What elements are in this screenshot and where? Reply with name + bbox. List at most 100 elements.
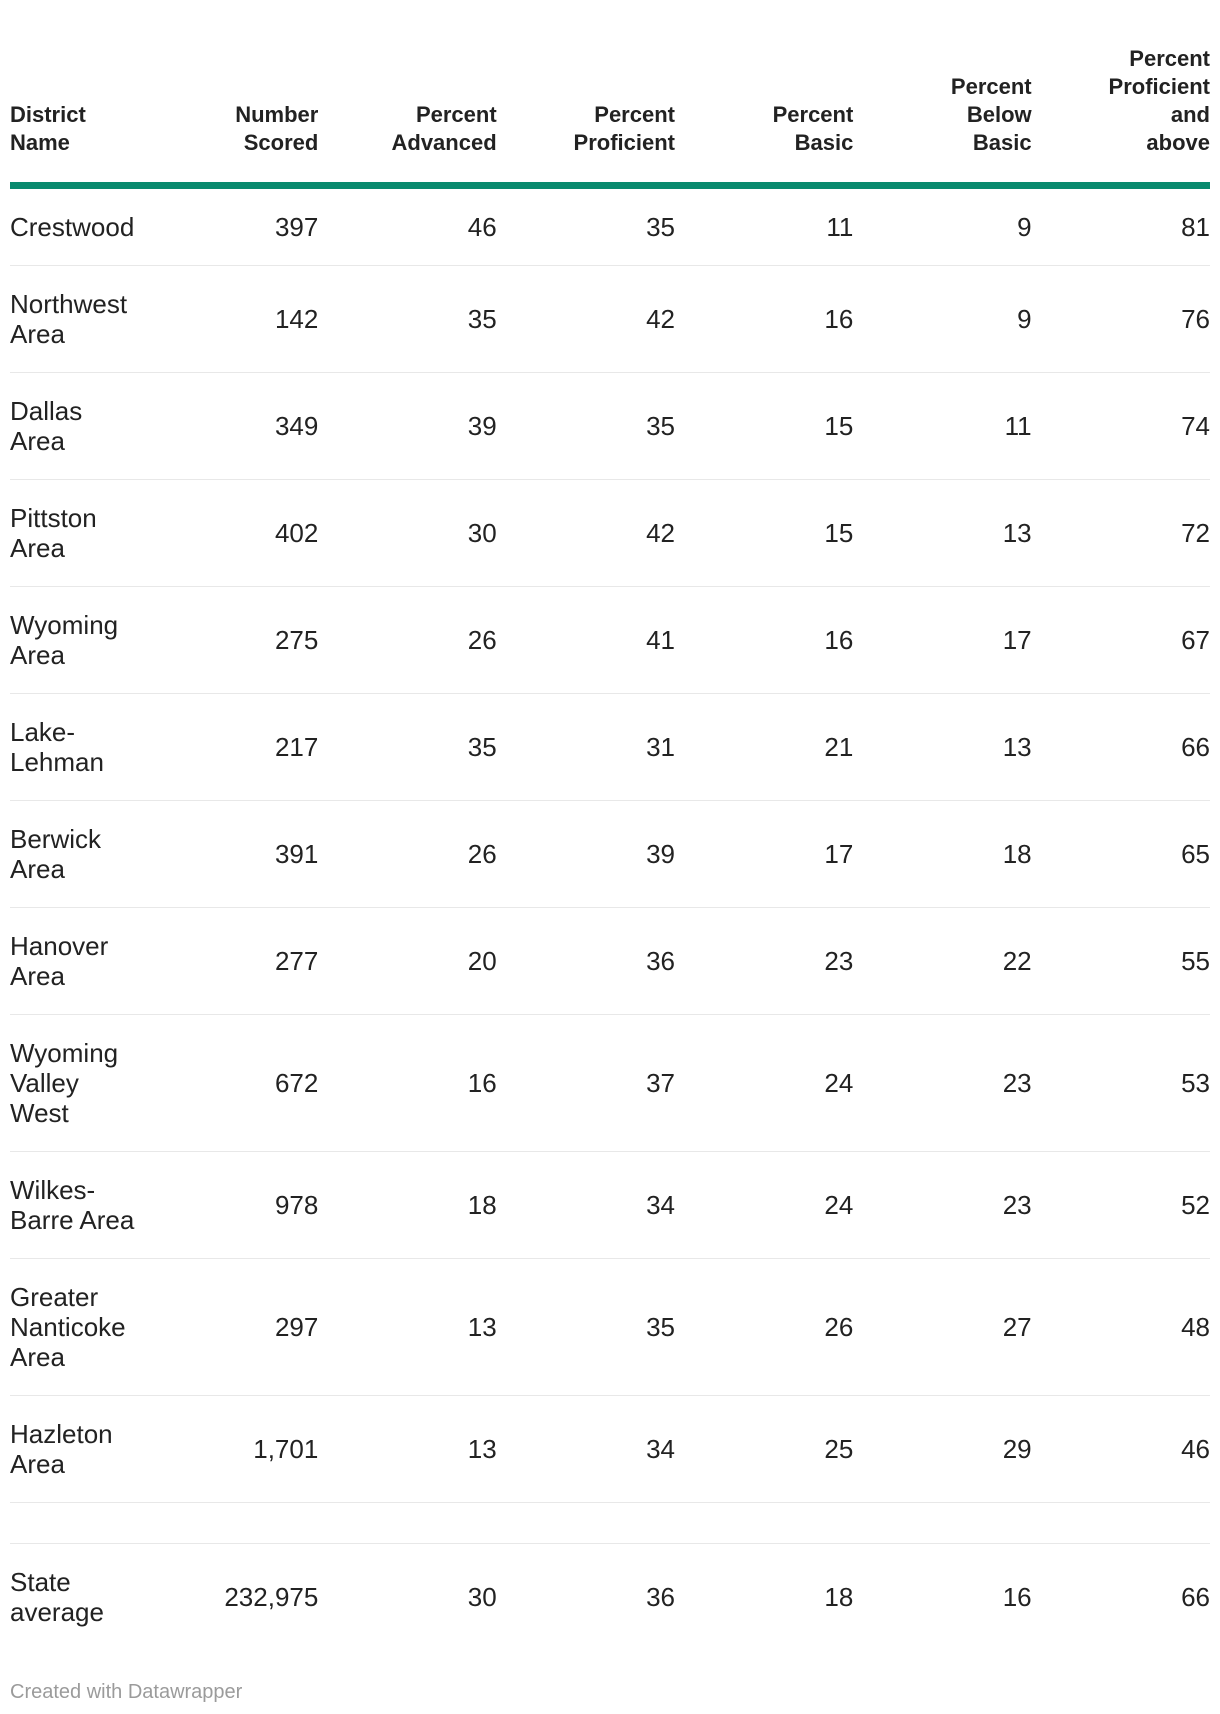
value-cell: 34 [496,1151,675,1259]
value-cell: 42 [496,479,675,587]
value-cell: 46 [1031,1395,1210,1503]
value-cell: 81 [1031,185,1210,266]
value-cell: 397 [140,185,319,266]
header-line: Advanced [391,130,497,155]
value-cell: 26 [318,800,497,908]
header-line: Percent [594,102,675,127]
value-cell: 15 [674,372,854,480]
value-cell: 55 [1031,907,1210,1015]
value-cell [1031,1502,1210,1544]
district-name-cell: Wilkes-Barre Area [10,1151,140,1259]
header-line: Percent [772,102,854,127]
value-cell: 1,701 [140,1395,319,1503]
column-header-percent-proficient-above: Percent Proficient and above [1031,45,1210,189]
table-header: District Name Number Scored Percent Advanced P… [10,45,1210,189]
value-cell: 48 [1031,1258,1210,1396]
value-cell: 672 [140,1014,319,1152]
value-cell: 11 [853,372,1032,480]
datawrapper-table-embed: District Name Number Scored Percent Advanced P… [10,45,1210,1706]
district-name-cell: Dallas Area [10,372,140,480]
table-row-wilkes-barre-area: Wilkes-Barre Area 978 18 34 24 23 52 [10,1151,1210,1259]
table-row-dallas-area: Dallas Area 349 39 35 15 11 74 [10,372,1210,480]
column-header-percent-basic: Percent Basic [674,45,854,189]
column-header-percent-proficient: Percent Proficient [496,45,675,189]
district-name-cell: Hazleton Area [10,1395,140,1503]
value-cell: 52 [1031,1151,1210,1259]
value-cell: 25 [674,1395,854,1503]
value-cell: 74 [1031,372,1210,480]
value-cell [318,1502,497,1544]
value-cell: 66 [1031,693,1210,801]
header-line: Proficient [1108,74,1210,99]
attribution-footer: Created with Datawrapper [10,1678,1210,1706]
header-line: and [1170,102,1210,127]
table-row-crestwood: Crestwood 397 46 35 11 9 81 [10,185,1210,266]
value-cell: 36 [496,907,675,1015]
value-cell: 35 [496,1258,675,1396]
value-cell: 9 [853,265,1032,373]
value-cell: 24 [674,1151,854,1259]
value-cell: 18 [824,1582,854,1612]
value-cell: 18 [318,1151,497,1259]
value-cell: 29 [853,1395,1032,1503]
value-cell: 21 [674,693,854,801]
table-row-greater-nanticoke-area: Greater Nanticoke Area 297 13 35 26 27 48 [10,1258,1210,1396]
spacer-row [10,1502,1210,1544]
table-row-pittston-area: Pittston Area 402 30 42 15 13 72 [10,479,1210,587]
value-cell: 31 [496,693,675,801]
value-cell: 11 [674,185,854,266]
value-cell: 24 [674,1014,854,1152]
column-header-percent-below-basic: Percent Below Basic [853,45,1032,189]
district-scores-table: District Name Number Scored Percent Advanced P… [10,45,1210,1650]
value-cell: 217 [140,693,319,801]
value-cell: 26 [318,586,497,694]
table-row-northwest-area: Northwest Area 142 35 42 16 9 76 [10,265,1210,373]
value-cell: 65 [1031,800,1210,908]
district-name-cell: Wyoming Valley West [10,1014,140,1152]
value-cell: 22 [853,907,1032,1015]
header-row: District Name Number Scored Percent Advanced P… [10,45,1210,189]
value-cell: 16 [1002,1582,1032,1612]
header-line: Proficient [573,130,675,155]
value-cell: 35 [318,693,497,801]
table-row-state-average: State average 232,975 30 36 18 16 66 [10,1544,1210,1651]
value-cell: 275 [140,586,319,694]
value-cell [140,1502,319,1544]
datawrapper-attribution-link[interactable]: Created with Datawrapper [10,1681,243,1703]
district-name-cell [10,1502,140,1544]
value-cell: 23 [853,1014,1032,1152]
value-cell: 37 [496,1014,675,1152]
header-line: Scored [243,130,319,155]
column-header-percent-advanced: Percent Advanced [318,45,497,189]
district-name-cell: Lake-Lehman [10,693,140,801]
header-line: Percent [950,74,1032,99]
district-name-cell: Greater Nanticoke Area [10,1258,140,1396]
value-cell: 13 [318,1395,497,1503]
table-row-berwick-area: Berwick Area 391 26 39 17 18 65 [10,800,1210,908]
value-cell: 349 [140,372,319,480]
value-cell: 17 [853,586,1032,694]
value-cell: 297 [140,1258,319,1396]
value-cell: 42 [496,265,675,373]
header-line: Percent [415,102,497,127]
value-cell [674,1502,854,1544]
value-cell: 35 [318,265,497,373]
district-name-cell: Wyoming Area [10,586,140,694]
district-name-cell: Crestwood [10,185,140,266]
district-name-cell: Hanover Area [10,907,140,1015]
value-cell: 277 [140,907,319,1015]
value-cell: 35 [496,185,675,266]
column-header-district-name: District Name [10,45,140,189]
value-cell: 36 [646,1582,675,1612]
value-cell: 30 [467,1582,497,1612]
value-cell: 391 [140,800,319,908]
value-cell: 15 [674,479,854,587]
value-cell: 53 [1031,1014,1210,1152]
value-cell: 402 [140,479,319,587]
value-cell [496,1502,675,1544]
district-name-cell: Northwest Area [10,265,140,373]
value-cell: 13 [853,693,1032,801]
value-cell: 66 [1181,1582,1210,1612]
value-cell [853,1502,1032,1544]
header-line: Below [966,102,1032,127]
